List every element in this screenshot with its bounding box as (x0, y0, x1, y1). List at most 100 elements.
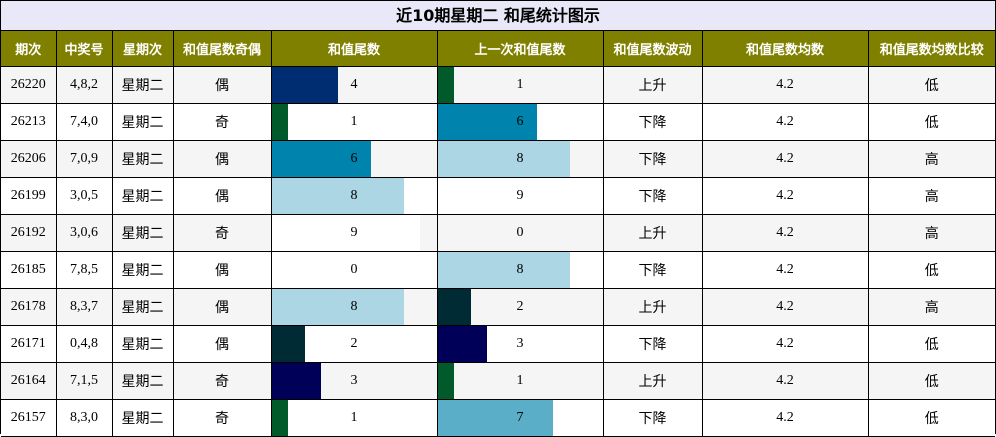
prev-tail-bar-label: 7 (516, 410, 524, 425)
cell-issue: 26164 (1, 362, 57, 400)
tail-bar-label: 1 (350, 114, 358, 129)
cell-issue: 26199 (1, 177, 57, 215)
prev-tail-bar (438, 178, 586, 214)
cell-weekday: 星期二 (111, 399, 174, 437)
cell-numbers: 7,1,5 (55, 362, 113, 400)
cell-prev-tail: 0 (436, 214, 604, 252)
cell-compare: 低 (867, 362, 995, 400)
table-row: 26171 0,4,8 星期二偶 2 3 下降 4.2 低 (1, 325, 995, 363)
cell-compare: 高 (867, 140, 995, 178)
cell-compare: 低 (867, 251, 995, 289)
prev-tail-bar (438, 141, 570, 177)
cell-weekday: 星期二 (111, 214, 174, 252)
col-header-compare: 和值尾数均数比较 (867, 31, 995, 67)
prev-tail-bar-label: 9 (516, 188, 524, 203)
cell-issue: 26192 (1, 214, 57, 252)
tail-bar-label: 4 (350, 77, 358, 92)
cell-trend: 下降 (602, 103, 703, 141)
prev-tail-bar (438, 363, 454, 399)
tail-bar-label: 8 (350, 299, 358, 314)
cell-parity: 奇 (172, 214, 272, 252)
cell-parity: 偶 (172, 251, 272, 289)
cell-trend: 下降 (602, 177, 703, 215)
tail-bar (272, 141, 371, 177)
prev-tail-bar (438, 104, 537, 140)
cell-parity: 奇 (172, 103, 272, 141)
cell-compare: 高 (867, 177, 995, 215)
cell-compare: 低 (867, 103, 995, 141)
cell-numbers: 7,8,5 (55, 251, 113, 289)
table-row: 26199 3,0,5 星期二偶 8 9 下降 4.2 高 (1, 177, 995, 215)
cell-issue: 26178 (1, 288, 57, 326)
tail-bar (272, 289, 404, 325)
cell-parity: 偶 (172, 177, 272, 215)
col-header-parity: 和值尾数奇偶 (172, 31, 272, 67)
cell-tail: 2 (270, 325, 438, 363)
cell-avg: 4.2 (701, 362, 869, 400)
cell-weekday: 星期二 (111, 66, 174, 104)
prev-tail-bar (438, 67, 454, 103)
prev-tail-bar (438, 400, 553, 436)
prev-tail-bar-label: 0 (516, 225, 524, 240)
cell-weekday: 星期二 (111, 251, 174, 289)
cell-numbers: 8,3,7 (55, 288, 113, 326)
cell-prev-tail: 6 (436, 103, 604, 141)
col-header-trend: 和值尾数波动 (602, 31, 703, 67)
cell-parity: 偶 (172, 325, 272, 363)
cell-numbers: 7,0,9 (55, 140, 113, 178)
cell-weekday: 星期二 (111, 103, 174, 141)
cell-trend: 下降 (602, 325, 703, 363)
cell-numbers: 3,0,6 (55, 214, 113, 252)
cell-compare: 高 (867, 214, 995, 252)
cell-trend: 上升 (602, 288, 703, 326)
cell-avg: 4.2 (701, 177, 869, 215)
cell-tail: 3 (270, 362, 438, 400)
prev-tail-bar (438, 252, 570, 288)
cell-prev-tail: 3 (436, 325, 604, 363)
cell-numbers: 8,3,0 (55, 399, 113, 437)
tail-bar-label: 1 (350, 410, 358, 425)
cell-compare: 高 (867, 288, 995, 326)
cell-numbers: 0,4,8 (55, 325, 113, 363)
cell-prev-tail: 9 (436, 177, 604, 215)
prev-tail-bar (438, 289, 471, 325)
cell-parity: 奇 (172, 362, 272, 400)
cell-weekday: 星期二 (111, 325, 174, 363)
prev-tail-bar-label: 8 (516, 262, 524, 277)
prev-tail-bar-label: 1 (516, 373, 524, 388)
table-row: 26213 7,4,0 星期二奇 1 6 下降 4.2 低 (1, 103, 995, 141)
table-row: 26206 7,0,9 星期二偶 6 8 下降 4.2 高 (1, 140, 995, 178)
table-row: 26164 7,1,5 星期二奇 3 1 上升 4.2 低 (1, 362, 995, 400)
cell-tail: 1 (270, 399, 438, 437)
cell-trend: 上升 (602, 214, 703, 252)
cell-numbers: 7,4,0 (55, 103, 113, 141)
cell-weekday: 星期二 (111, 362, 174, 400)
cell-avg: 4.2 (701, 103, 869, 141)
prev-tail-bar-label: 2 (516, 299, 524, 314)
tail-bar-label: 0 (350, 262, 358, 277)
tail-bar-label: 9 (350, 225, 358, 240)
prev-tail-bar-label: 3 (516, 336, 524, 351)
tail-bar-label: 6 (350, 151, 358, 166)
cell-issue: 26213 (1, 103, 57, 141)
cell-compare: 低 (867, 325, 995, 363)
col-header-tail: 和值尾数 (270, 31, 438, 67)
cell-prev-tail: 8 (436, 251, 604, 289)
tail-bar-label: 3 (350, 373, 358, 388)
cell-avg: 4.2 (701, 399, 869, 437)
cell-issue: 26220 (1, 66, 57, 104)
table-row: 26178 8,3,7 星期二偶 8 2 上升 4.2 高 (1, 288, 995, 326)
cell-prev-tail: 2 (436, 288, 604, 326)
tail-bar (272, 400, 288, 436)
cell-parity: 偶 (172, 140, 272, 178)
cell-numbers: 3,0,5 (55, 177, 113, 215)
col-header-prev-tail: 上一次和值尾数 (436, 31, 604, 67)
table-body: 26220 4,8,2 星期二偶 4 1 上升 4.2 低 26213 7,4,0 星期二奇 1 6 下降… (1, 66, 995, 437)
cell-avg: 4.2 (701, 325, 869, 363)
tail-bar (272, 326, 305, 362)
prev-tail-bar-label: 1 (516, 77, 524, 92)
cell-prev-tail: 1 (436, 66, 604, 104)
cell-numbers: 4,8,2 (55, 66, 113, 104)
col-header-weekday: 星期次 (111, 31, 174, 67)
